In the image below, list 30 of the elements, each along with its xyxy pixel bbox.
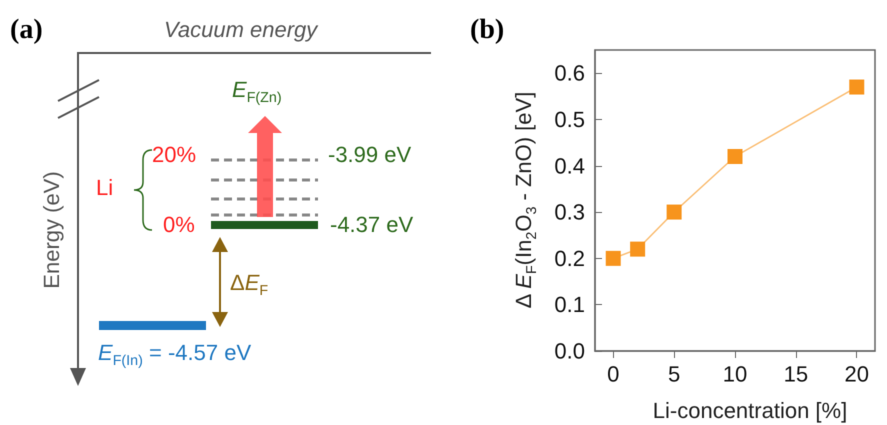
y-tick-label: 0.1 (554, 292, 585, 318)
text: E$_{F(Zn)}$ (232, 76, 282, 106)
y-tick-label: 0.3 (554, 200, 585, 225)
x-tick-label: 10 (722, 362, 748, 386)
y-tick-label: 0.5 (554, 106, 585, 132)
y-tick-label: 0.0 (554, 338, 585, 364)
point (728, 149, 742, 164)
point (849, 80, 864, 95)
text: ΔE$_{F}$ (230, 270, 268, 299)
point (606, 250, 621, 266)
chart-title: (b) (470, 14, 504, 46)
text: (a) (10, 14, 43, 46)
x-tick-label: 0 (607, 362, 620, 386)
y-tick-label: 0.4 (554, 153, 585, 178)
text: Li (96, 175, 114, 200)
text: -4.37 eV (330, 212, 414, 237)
point (666, 204, 682, 220)
y-tick-label: 0.6 (554, 60, 585, 86)
x-tick-label: 20 (844, 362, 869, 386)
text: -3.99 eV (328, 142, 412, 167)
text: 20% (152, 142, 196, 167)
x-tick-label: 5 (668, 362, 680, 386)
text: Energy (eV) (39, 171, 64, 289)
point (630, 242, 646, 257)
y-tick-label: 0.2 (554, 246, 585, 271)
text: 0% (163, 212, 195, 237)
x-tick-label: 15 (784, 362, 808, 386)
x-axis-title: Li-concentration [%] (652, 398, 848, 423)
text: Vacuum energy (164, 17, 318, 42)
text: E$_{F(In)}$ = -4.57 eV (98, 340, 252, 369)
